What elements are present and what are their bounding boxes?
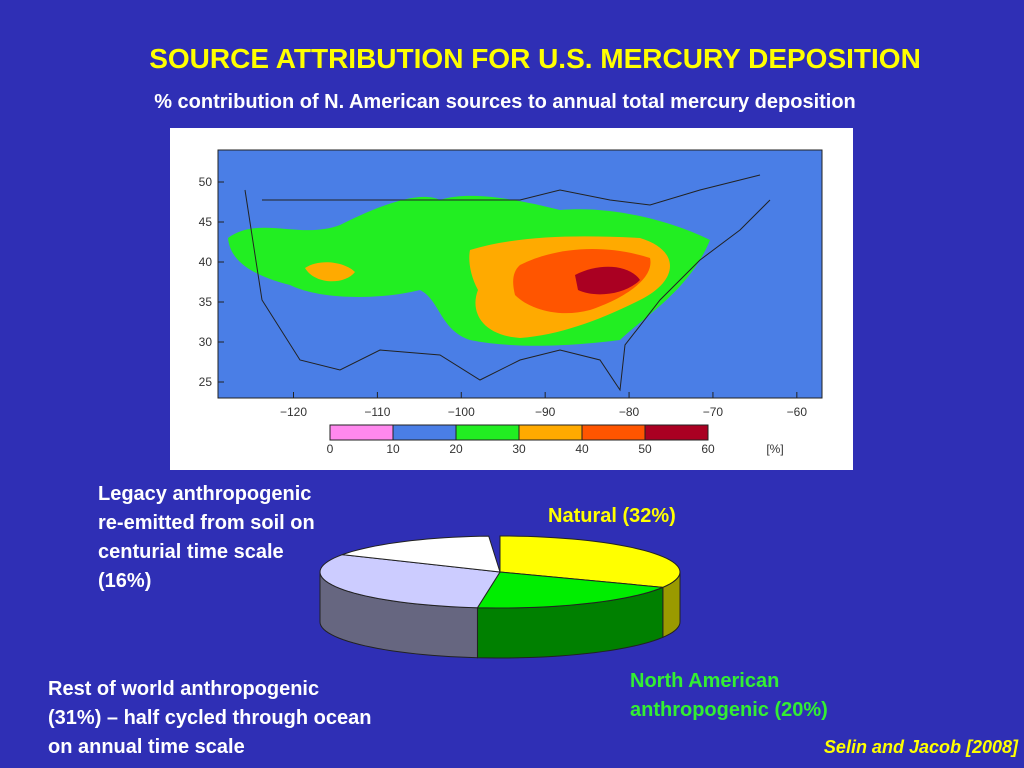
- colorbar-label: 40: [575, 442, 589, 456]
- y-tick-label: 35: [199, 295, 213, 309]
- pie-label: Legacy anthropogenic: [98, 483, 311, 505]
- x-tick-label: −60: [787, 405, 808, 419]
- x-tick-label: −100: [448, 405, 475, 419]
- x-tick-label: −90: [535, 405, 556, 419]
- x-tick-label: −120: [280, 405, 307, 419]
- map-outline: [244, 174, 771, 392]
- pie-slice: [476, 571, 664, 609]
- region-darkred: [575, 266, 640, 295]
- pie-label: Rest of world anthropogenic: [48, 678, 319, 700]
- pie-slice: [499, 535, 681, 588]
- map: [217, 149, 823, 399]
- pie-label: re-emitted from soil on: [98, 512, 315, 534]
- colorbar-label: 20: [449, 442, 463, 456]
- colorbar-swatch: [644, 424, 709, 441]
- colorbar-swatch: [455, 424, 520, 441]
- pie-label: centurial time scale: [98, 541, 284, 563]
- title: SOURCE ATTRIBUTION FOR U.S. MERCURY DEPO…: [149, 43, 921, 74]
- pie-label: Natural (32%): [548, 505, 676, 527]
- x-tick-label: −110: [364, 405, 390, 419]
- pie-label: anthropogenic (20%): [630, 699, 828, 721]
- y-tick-label: 40: [199, 255, 213, 269]
- citation: Selin and Jacob [2008]: [824, 737, 1019, 757]
- x-tick-label: −70: [703, 405, 724, 419]
- colorbar-swatch: [392, 424, 457, 441]
- y-tick-label: 25: [199, 375, 213, 389]
- colorbar-label: 30: [512, 442, 526, 456]
- pie-label: (16%): [98, 570, 151, 592]
- y-tick-label: 30: [199, 335, 213, 349]
- colorbar-label: 50: [638, 442, 652, 456]
- colorbar-swatch: [329, 424, 394, 441]
- colorbar-swatch: [518, 424, 583, 441]
- x-tick-label: −80: [619, 405, 640, 419]
- pie-label: on annual time scale: [48, 736, 245, 758]
- colorbar-unit: [%]: [766, 442, 783, 456]
- pie-label: North American: [630, 670, 779, 692]
- y-tick-label: 45: [199, 215, 213, 229]
- pie-slice: [319, 554, 501, 609]
- colorbar-label: 0: [327, 442, 334, 456]
- colorbar-label: 60: [701, 442, 715, 456]
- colorbar-label: 10: [386, 442, 400, 456]
- pie-slice: [342, 535, 501, 573]
- pie-label: (31%) – half cycled through ocean: [48, 707, 371, 729]
- subtitle: % contribution of N. American sources to…: [154, 91, 856, 113]
- colorbar-swatch: [581, 424, 646, 441]
- y-tick-label: 50: [199, 175, 213, 189]
- region-orange-west: [305, 262, 355, 282]
